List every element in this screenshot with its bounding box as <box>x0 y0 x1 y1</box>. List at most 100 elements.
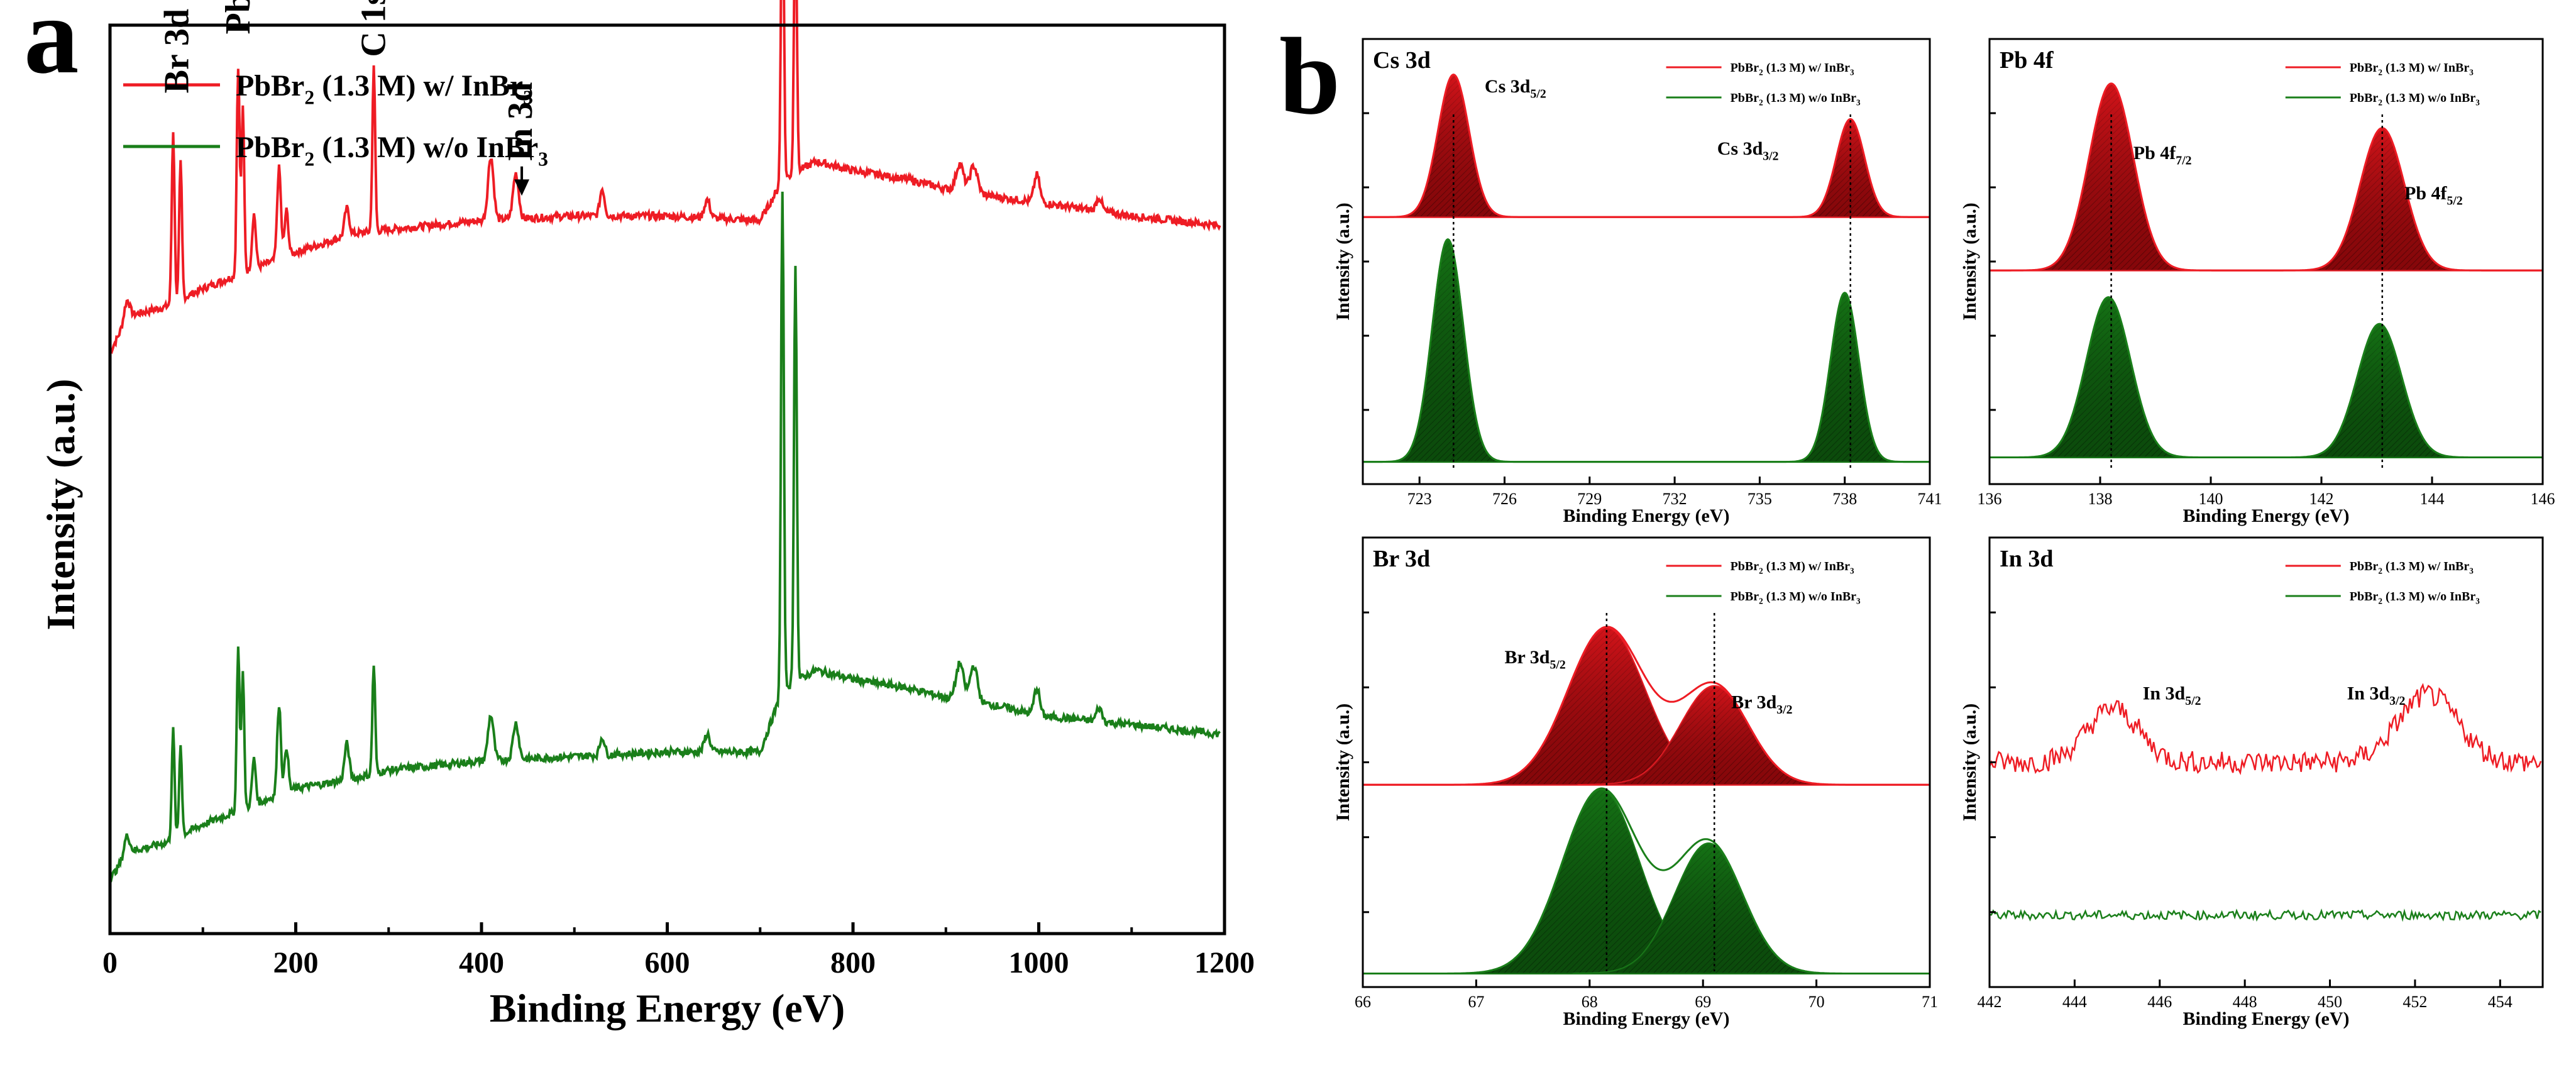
pb4f-peak-label-sub: 5/2 <box>2447 194 2463 207</box>
cs3d-peak-shade-green <box>1385 239 1511 462</box>
in3d-x-tick-label: 452 <box>2403 993 2427 1011</box>
survey-peak-label: C 1s <box>355 0 394 57</box>
cs3d-legend-label-rest: (1.3 M) w/o InBr <box>1763 91 1856 105</box>
pb4f-envelope-green <box>1990 296 2542 458</box>
br3d-peak-label-main: Br 3d <box>1505 647 1550 668</box>
cs3d-legend-label-rest: (1.3 M) w/ InBr <box>1763 61 1850 75</box>
survey-x-tick-label: 200 <box>273 946 319 979</box>
cs3d-x-tick-label: 732 <box>1663 490 1687 508</box>
chart-cs3d: 723 726 729 732 735 738 741 Cs 3d Binding Energy… <box>1333 38 1942 526</box>
survey-legend-label-sub: 2 <box>304 86 314 108</box>
cs3d-x-tick-label: 741 <box>1918 490 1942 508</box>
in3d-legend-label-sub2: 3 <box>2475 597 2480 606</box>
cs3d-envelope-green <box>1363 238 1930 463</box>
br3d-peak-label: Br 3d3/2 <box>1731 692 1792 717</box>
in3d-legend-label-rest: (1.3 M) w/ InBr <box>2382 560 2469 573</box>
cs3d-peak-label: Cs 3d5/2 <box>1485 76 1546 101</box>
br3d-x-tick-label: 71 <box>1922 993 1938 1011</box>
pb4f-legend-label-main: PbBr <box>2350 91 2379 105</box>
in3d-legend-label-main: PbBr <box>2350 590 2379 604</box>
survey-legend-label-sub2: 3 <box>523 86 533 108</box>
br3d-peak-shade-green <box>1446 789 1756 974</box>
cs3d-legend-label-sub: 2 <box>1759 68 1763 77</box>
chart-br3d: 66 67 68 69 70 71 Br 3d Binding Energy (eV) Inte… <box>1333 536 1938 1029</box>
survey-series-green <box>109 191 1221 883</box>
survey-legend-label: PbBr2 (1.3 M) w/ InBr3 <box>236 69 533 108</box>
survey-x-tick-label: 400 <box>459 946 504 979</box>
pb4f-peak-label-main: Pb 4f <box>2133 143 2177 163</box>
cs3d-peak-label-main: Cs 3d <box>1485 76 1531 97</box>
cs3d-x-tick-label: 738 <box>1832 490 1857 508</box>
br3d-legend-label: PbBr2 (1.3 M) w/ InBr3 <box>1731 560 1854 576</box>
cs3d-x-axis-label: Binding Energy (eV) <box>1563 505 1729 526</box>
pb4f-peak-label-sub: 7/2 <box>2176 154 2191 168</box>
in3d-legend-label-sub2: 3 <box>2469 566 2474 576</box>
cs3d-legend-label-main: PbBr <box>1731 91 1759 105</box>
survey-x-tick-label: 800 <box>830 946 876 979</box>
cs3d-peak-label-sub: 5/2 <box>1530 87 1546 101</box>
br3d-legend-label-sub: 2 <box>1759 566 1763 576</box>
br3d-peak-shade-green <box>1572 843 1845 974</box>
survey-legend-label: PbBr2 (1.3 M) w/o InBr3 <box>236 131 548 170</box>
br3d-legend-label-main: PbBr <box>1731 590 1759 604</box>
survey-legend-label-sub: 2 <box>304 148 314 170</box>
cs3d-peak-shade-green <box>1788 292 1902 462</box>
in3d-x-tick-label: 442 <box>1978 993 2002 1011</box>
br3d-x-axis-label: Binding Energy (eV) <box>1563 1008 1729 1029</box>
cs3d-peak-shade-red <box>1391 74 1516 218</box>
in3d-x-tick-label: 448 <box>2233 993 2257 1011</box>
pb4f-peak-label: Pb 4f5/2 <box>2404 183 2463 207</box>
br3d-legend-label-rest: (1.3 M) w/ InBr <box>1763 560 1850 573</box>
pb4f-legend-label-sub: 2 <box>2378 98 2382 108</box>
in3d-series-green <box>1990 908 2541 922</box>
br3d-envelope-red <box>1363 626 1929 786</box>
survey-peak-label: Br 3d <box>157 9 196 93</box>
in3d-legend-label-main: PbBr <box>2350 560 2379 573</box>
pb4f-x-tick-label: 140 <box>2199 490 2223 508</box>
in3d-x-tick-label: 444 <box>2062 993 2087 1011</box>
br3d-peak-label: Br 3d5/2 <box>1505 647 1566 671</box>
cs3d-x-tick-label: 729 <box>1577 490 1602 508</box>
cs3d-legend-label-sub2: 3 <box>1850 68 1854 77</box>
survey-legend-label-rest: (1.3 M) w/ InBr <box>314 69 523 102</box>
survey-legend-label-main: PbBr <box>236 69 304 102</box>
pb4f-legend-label-sub2: 3 <box>2469 68 2474 77</box>
cs3d-legend-label-sub: 2 <box>1759 98 1763 108</box>
in3d-x-tick-label: 454 <box>2488 993 2513 1011</box>
in3d-legend-label-sub: 2 <box>2378 566 2382 576</box>
in3d-legend-label: PbBr2 (1.3 M) w/ InBr3 <box>2350 560 2474 576</box>
br3d-x-tick-label: 68 <box>1582 993 1598 1011</box>
in3d-legend-label-sub: 2 <box>2378 597 2382 606</box>
pb4f-peak-shade-red <box>2294 128 2471 271</box>
in3d-x-axis-label: Binding Energy (eV) <box>2182 1008 2349 1029</box>
cs3d-title: Cs 3d <box>1373 47 1431 74</box>
cs3d-peak-label-sub: 3/2 <box>1763 149 1778 163</box>
pb4f-peak-shade-green <box>2020 297 2197 458</box>
br3d-peak-shade-red <box>1578 686 1851 785</box>
pb4f-x-axis-label: Binding Energy (eV) <box>2182 505 2349 526</box>
br3d-legend-label-sub2: 3 <box>1850 566 1854 576</box>
cs3d-legend-label-sub2: 3 <box>1856 98 1861 108</box>
pb4f-legend-label-sub2: 3 <box>2475 98 2480 108</box>
br3d-x-tick-label: 70 <box>1808 993 1825 1011</box>
pb4f-y-axis-label: Intensity (a.u.) <box>1959 202 1980 321</box>
pb4f-legend-label-rest: (1.3 M) w/ InBr <box>2382 61 2469 75</box>
survey-x-axis-label: Binding Energy (eV) <box>490 986 845 1030</box>
br3d-legend-label-main: PbBr <box>1731 560 1759 573</box>
survey-legend-label-rest: (1.3 M) w/o InBr <box>314 131 538 164</box>
survey-x-tick-label: 1200 <box>1194 946 1255 979</box>
in3d-title: In 3d <box>2000 546 2054 572</box>
cs3d-peak-label: Cs 3d3/2 <box>1717 138 1779 163</box>
pb4f-peak-shade-green <box>2291 324 2469 458</box>
survey-x-tick-label: 600 <box>645 946 690 979</box>
pb4f-x-tick-label: 136 <box>1978 490 2002 508</box>
pb4f-x-tick-label: 138 <box>2088 490 2113 508</box>
in3d-series-red <box>1988 683 2542 776</box>
pb4f-envelope-red <box>1990 82 2542 272</box>
cs3d-legend-label: PbBr2 (1.3 M) w/o InBr3 <box>1731 91 1861 108</box>
in3d-peak-label-main: In 3d <box>2347 683 2390 704</box>
pb4f-legend-label-rest: (1.3 M) w/o InBr <box>2382 91 2475 105</box>
survey-legend-label-main: PbBr <box>236 131 304 164</box>
br3d-legend-label-rest: (1.3 M) w/o InBr <box>1763 590 1856 604</box>
